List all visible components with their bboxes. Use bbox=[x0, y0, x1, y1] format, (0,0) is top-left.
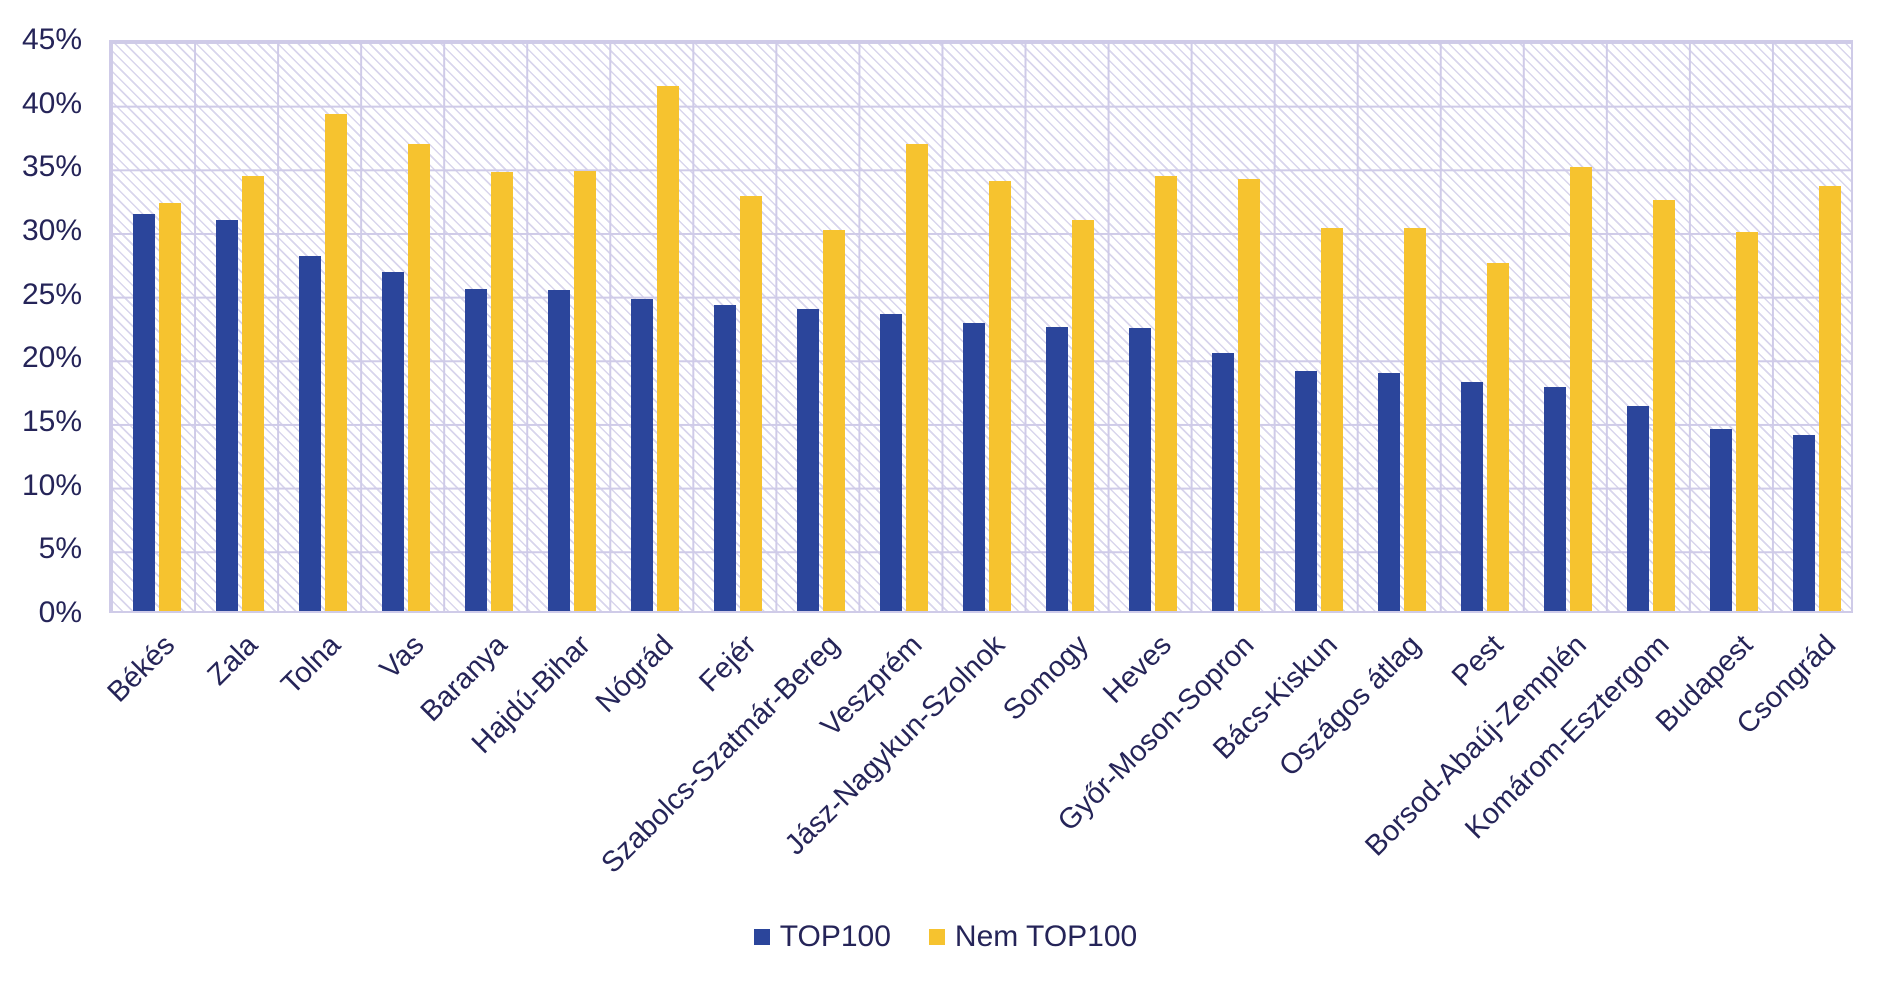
bar-nem-top100 bbox=[1819, 186, 1842, 611]
y-axis-tick-label: 0% bbox=[38, 596, 82, 629]
bar-top100 bbox=[132, 213, 155, 611]
bar-nem-top100 bbox=[573, 170, 596, 611]
bar-nem-top100 bbox=[490, 172, 513, 611]
bar-top100 bbox=[1793, 435, 1816, 611]
bar-nem-top100 bbox=[1404, 227, 1427, 611]
legend-label-top100: TOP100 bbox=[779, 920, 891, 953]
y-axis-tick-label: 25% bbox=[21, 277, 82, 311]
bar-nem-top100 bbox=[1487, 263, 1510, 611]
bar-nem-top100 bbox=[1653, 200, 1676, 611]
plot-area bbox=[109, 40, 1853, 613]
bar-nem-top100 bbox=[1570, 167, 1593, 611]
bar-top100 bbox=[1544, 387, 1567, 611]
y-axis-tick-label: 40% bbox=[21, 86, 82, 120]
y-axis-tick-label: 5% bbox=[38, 532, 82, 566]
bar-top100 bbox=[1461, 382, 1484, 611]
legend-item-nem-top100: Nem TOP100 bbox=[928, 920, 1138, 954]
bar-nem-top100 bbox=[739, 196, 762, 611]
legend-swatch-nem-top100 bbox=[928, 929, 945, 945]
bar-top100 bbox=[879, 313, 902, 611]
bar-top100 bbox=[1212, 353, 1235, 611]
bar-top100 bbox=[1378, 373, 1401, 611]
bar-top100 bbox=[1627, 406, 1650, 611]
y-axis-tick-label: 10% bbox=[21, 468, 82, 502]
legend: TOP100 Nem TOP100 bbox=[0, 920, 1891, 954]
bar-top100 bbox=[1046, 326, 1069, 611]
bar-top100 bbox=[1710, 428, 1733, 611]
legend-label-nem-top100: Nem TOP100 bbox=[954, 920, 1138, 953]
bar-nem-top100 bbox=[656, 86, 679, 611]
legend-item-top100: TOP100 bbox=[753, 920, 891, 954]
y-axis-tick-label: 45% bbox=[21, 23, 82, 56]
bar-nem-top100 bbox=[905, 144, 928, 611]
bar-top100 bbox=[464, 288, 487, 611]
y-axis-tick-label: 20% bbox=[21, 341, 82, 375]
bar-top100 bbox=[1129, 327, 1152, 611]
bar-top100 bbox=[713, 305, 736, 611]
bar-nem-top100 bbox=[1736, 231, 1759, 611]
y-axis-tick-label: 30% bbox=[21, 214, 82, 247]
bar-top100 bbox=[547, 289, 570, 611]
bar-nem-top100 bbox=[241, 176, 264, 611]
bar-top100 bbox=[298, 255, 321, 611]
y-axis-tick-label: 35% bbox=[21, 150, 82, 184]
bar-top100 bbox=[796, 308, 819, 611]
bar-nem-top100 bbox=[1155, 176, 1178, 611]
y-axis-tick-label: 15% bbox=[21, 405, 82, 438]
bar-top100 bbox=[630, 298, 653, 611]
bar-nem-top100 bbox=[822, 230, 845, 611]
bar-top100 bbox=[963, 322, 985, 611]
legend-swatch-top100 bbox=[753, 929, 770, 945]
bar-nem-top100 bbox=[1238, 178, 1261, 611]
bar-nem-top100 bbox=[324, 114, 347, 611]
bar-nem-top100 bbox=[158, 202, 181, 611]
bar-top100 bbox=[1295, 370, 1318, 611]
bar-top100 bbox=[381, 272, 404, 611]
bar-top100 bbox=[215, 220, 238, 611]
bar-nem-top100 bbox=[1321, 227, 1344, 611]
bar-nem-top100 bbox=[989, 181, 1011, 611]
bar-nem-top100 bbox=[407, 144, 430, 611]
bar-nem-top100 bbox=[1072, 220, 1095, 611]
